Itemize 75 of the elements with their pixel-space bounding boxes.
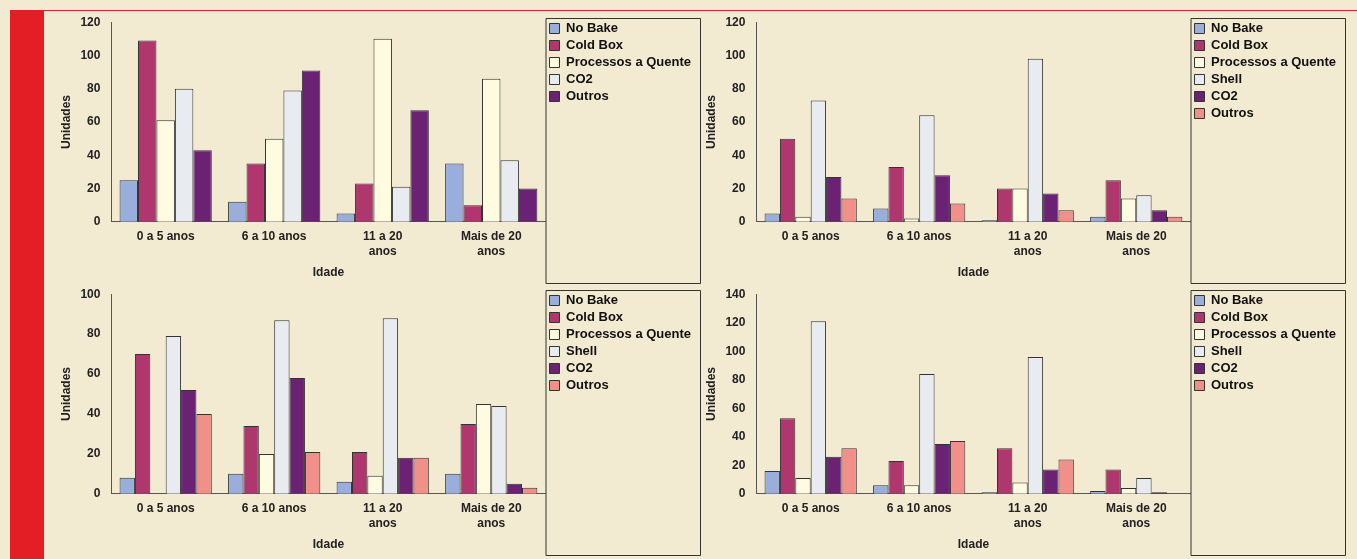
x-tick-label: 11 a 20 anos xyxy=(363,229,403,258)
y-tick-label: 40 xyxy=(732,147,746,162)
x-axis-title: Idade xyxy=(957,265,990,280)
x-tick-label: 6 a 10 anos xyxy=(241,501,307,516)
x-axis-title: Idade xyxy=(312,537,345,552)
y-tick-label: 120 xyxy=(80,14,101,29)
y-tick-label: 100 xyxy=(725,47,746,62)
legend-label: CO2 xyxy=(1211,88,1238,104)
y-tick-label: 120 xyxy=(725,14,746,29)
legend-label: Cold Box xyxy=(566,37,624,53)
y-tick-label: 20 xyxy=(732,180,746,195)
legend-label: No Bake xyxy=(566,20,619,36)
y-tick-label: 120 xyxy=(725,315,746,330)
x-axis-title: Idade xyxy=(957,537,990,552)
x-axis-title: Idade xyxy=(312,265,345,280)
y-tick-label: 100 xyxy=(80,47,101,62)
y-tick-label: 80 xyxy=(732,81,746,96)
y-tick-label: 60 xyxy=(87,366,101,381)
x-tick-label: Mais de 20 anos xyxy=(1105,501,1167,530)
x-tick-label: Mais de 20 anos xyxy=(460,501,522,530)
legend-label: CO2 xyxy=(566,71,593,87)
legend-label: Cold Box xyxy=(1211,309,1269,325)
legend-label: Outros xyxy=(1211,377,1254,393)
y-tick-label: 40 xyxy=(732,429,746,444)
x-tick-label: 6 a 10 anos xyxy=(886,501,952,516)
legend-label: Outros xyxy=(566,377,609,393)
y-axis-title: Unidades xyxy=(58,94,73,150)
x-tick-label: 0 a 5 anos xyxy=(136,229,196,244)
y-tick-label: 0 xyxy=(93,214,101,229)
y-tick-label: 20 xyxy=(87,446,101,461)
y-tick-label: 60 xyxy=(87,114,101,129)
legend-label: CO2 xyxy=(566,360,593,376)
x-tick-label: Mais de 20 anos xyxy=(1105,229,1167,258)
y-tick-label: 100 xyxy=(80,286,101,301)
legend-label: Processos a Quente xyxy=(566,54,691,70)
legend-label: No Bake xyxy=(1211,292,1264,308)
legend-label: Processos a Quente xyxy=(1211,326,1336,342)
legend-label: Outros xyxy=(566,88,609,104)
legend-label: Shell xyxy=(566,343,598,359)
y-tick-label: 80 xyxy=(732,372,746,387)
y-tick-label: 0 xyxy=(738,214,746,229)
legend-label: Shell xyxy=(1211,71,1243,87)
y-axis-title: Unidades xyxy=(703,366,718,422)
y-tick-label: 100 xyxy=(725,343,746,358)
x-tick-label: 6 a 10 anos xyxy=(241,229,307,244)
y-tick-label: 20 xyxy=(732,457,746,472)
legend-label: CO2 xyxy=(1211,360,1238,376)
y-tick-label: 40 xyxy=(87,147,101,162)
y-tick-label: 80 xyxy=(87,81,101,96)
legend-label: Cold Box xyxy=(566,309,624,325)
x-tick-label: 0 a 5 anos xyxy=(781,501,841,516)
y-tick-label: 0 xyxy=(93,486,101,501)
x-tick-label: 11 a 20 anos xyxy=(1008,229,1048,258)
x-tick-label: 0 a 5 anos xyxy=(136,501,196,516)
y-tick-label: 80 xyxy=(87,326,101,341)
legend-label: Processos a Quente xyxy=(1211,54,1336,70)
y-tick-label: 0 xyxy=(738,486,746,501)
x-tick-label: Mais de 20 anos xyxy=(460,229,522,258)
legend-label: No Bake xyxy=(566,292,619,308)
y-tick-label: 60 xyxy=(732,114,746,129)
y-axis-title: Unidades xyxy=(58,366,73,422)
legend-label: Cold Box xyxy=(1211,37,1269,53)
x-tick-label: 11 a 20 anos xyxy=(363,501,403,530)
y-tick-label: 40 xyxy=(87,406,101,421)
legend-label: No Bake xyxy=(1211,20,1264,36)
y-axis-title: Unidades xyxy=(703,94,718,150)
x-tick-label: 0 a 5 anos xyxy=(781,229,841,244)
legend-label: Shell xyxy=(1211,343,1243,359)
x-tick-label: 11 a 20 anos xyxy=(1008,501,1048,530)
x-tick-label: 6 a 10 anos xyxy=(886,229,952,244)
y-tick-label: 60 xyxy=(732,400,746,415)
legend-label: Outros xyxy=(1211,105,1254,121)
legend-label: Processos a Quente xyxy=(566,326,691,342)
y-tick-label: 20 xyxy=(87,180,101,195)
y-tick-label: 140 xyxy=(725,286,746,301)
